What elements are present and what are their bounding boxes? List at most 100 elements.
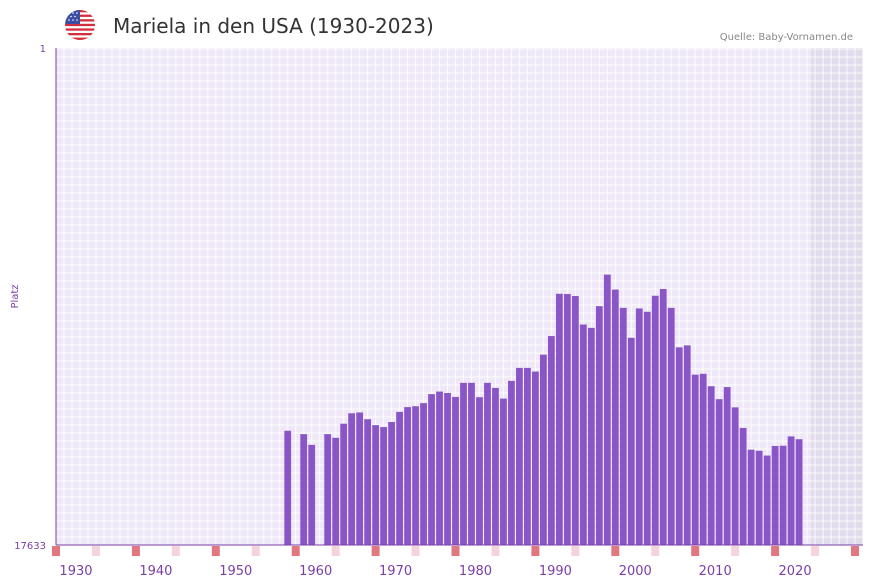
bar-1999 [619,307,627,545]
marker-1993 [571,546,580,556]
x-tick-1980: 1980 [459,564,492,579]
bar-1963 [332,437,340,545]
marker-1938 [131,546,140,556]
bar-1959 [300,434,308,545]
bar-2010 [707,386,715,545]
marker-2008 [691,546,700,556]
x-tick-1930: 1930 [59,564,92,579]
bar-1983 [492,387,499,545]
marker-1973 [411,546,420,556]
bar-1976 [436,391,443,545]
marker-1963 [331,546,340,556]
marker-1958 [291,546,300,556]
bar-1991 [555,293,563,545]
x-tick-2020: 2020 [779,564,812,579]
bar-1974 [420,403,427,545]
marker-2013 [731,546,740,556]
bar-2006 [675,347,683,545]
bar-1986 [516,367,523,545]
usa-flag-icon [65,10,95,40]
bar-1990 [547,336,555,545]
bar-2016 [755,450,763,545]
marker-1933 [91,546,100,556]
chart-title: Mariela in den USA (1930-2023) [113,14,434,38]
bar-2001 [635,308,643,545]
bar-2002 [643,311,651,545]
marker-2028 [851,546,860,556]
x-tick-1940: 1940 [139,564,172,579]
bar-2008 [691,374,699,545]
bar-1962 [324,434,332,545]
marker-1953 [251,546,260,556]
bar-1985 [508,380,515,545]
bar-series [284,274,803,545]
x-tick-1970: 1970 [379,564,412,579]
bar-1964 [340,423,348,545]
bar-1975 [428,394,435,545]
marker-1928 [52,546,60,556]
bar-2000 [627,337,635,545]
marker-2018 [771,546,780,556]
bar-2015 [747,449,755,545]
bar-1980 [468,382,475,545]
x-tick-1950: 1950 [219,564,252,579]
bar-2014 [739,427,747,545]
bar-1977 [444,392,451,545]
bar-1988 [532,371,539,545]
bar-1967 [364,419,372,545]
bar-1966 [356,412,364,545]
bar-1972 [404,407,411,545]
bar-1969 [380,427,387,545]
x-tick-labels: 1930 1940 1950 1960 1970 1980 1990 2000 2010 2020 [59,564,811,579]
bar-1997 [603,274,611,545]
marker-1978 [451,546,460,556]
bar-1992 [563,294,571,545]
bar-1989 [540,354,547,545]
bar-2003 [651,295,659,545]
bar-1981 [476,397,483,545]
bar-2009 [699,373,707,545]
marker-1998 [611,546,620,556]
bar-2004 [659,288,667,545]
marker-1968 [371,546,380,556]
marker-1943 [171,546,180,556]
marker-1983 [491,546,500,556]
bar-2013 [731,407,739,545]
bar-1979 [460,382,467,545]
bar-2018 [771,445,779,545]
bar-1993 [571,296,579,545]
bar-1984 [500,398,507,545]
x-tick-2010: 2010 [699,564,732,579]
bar-2017 [763,455,771,545]
x-tick-1960: 1960 [299,564,332,579]
bar-1995 [587,327,595,545]
x-tick-1990: 1990 [539,564,572,579]
bar-1978 [452,396,459,545]
marker-2003 [651,546,660,556]
bar-2005 [667,307,675,545]
marker-2023 [811,546,820,556]
bar-2011 [715,399,723,545]
x-tick-2000: 2000 [619,564,652,579]
bar-2019 [779,445,787,545]
bar-1968 [372,425,379,545]
marker-1988 [531,546,540,556]
decade-markers [52,546,860,556]
bar-1973 [412,406,419,545]
marker-1948 [211,546,220,556]
bar-1971 [396,411,403,545]
bar-2007 [683,345,691,545]
bar-2020 [787,436,795,545]
bar-1994 [579,324,587,545]
bar-1960 [308,444,316,545]
bar-1970 [388,422,395,545]
bar-1987 [524,367,531,545]
y-tick-top: 1 [40,44,46,55]
y-axis-label: Platz [10,284,21,308]
source-label: Quelle: Baby-Vornamen.de [720,32,853,43]
bar-2021 [795,439,803,545]
bar-1957 [284,430,292,545]
bar-1982 [484,382,491,545]
bar-1998 [611,289,619,545]
